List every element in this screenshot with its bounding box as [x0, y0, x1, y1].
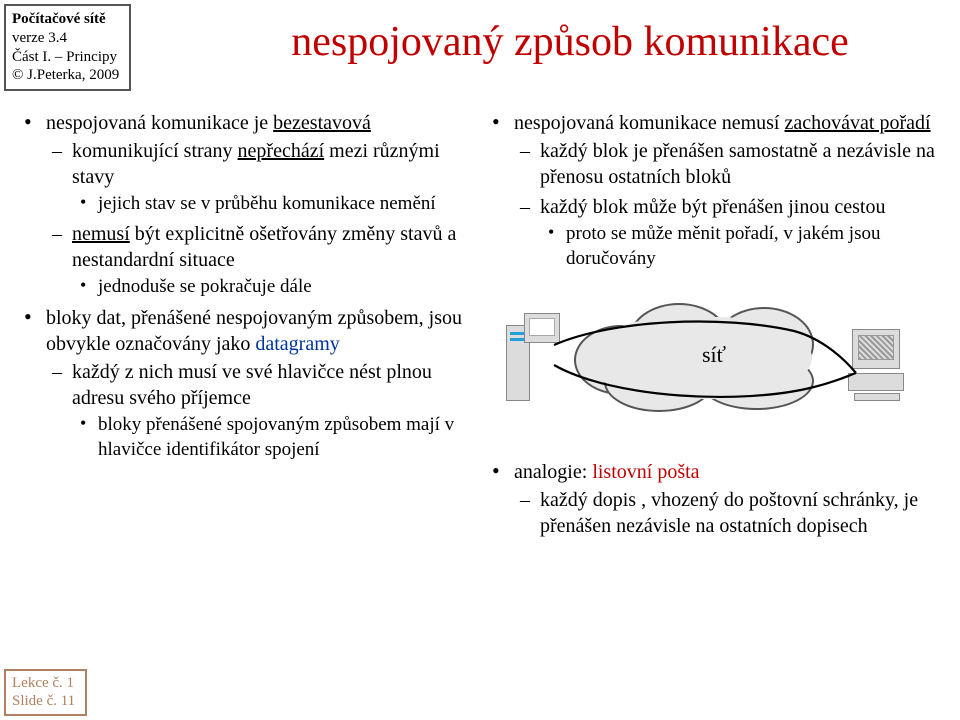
text: analogie: — [514, 461, 592, 483]
text-underline: zachovávat pořadí — [785, 112, 931, 134]
text-underline: bezestavová — [273, 112, 371, 134]
network-diagram: síť — [494, 279, 914, 449]
left-subsub-1: jejich stav se v průběhu komunikace nemě… — [98, 192, 472, 217]
content-columns: nespojovaná komunikace je bezestavová ko… — [0, 110, 960, 680]
footer-line-2: Slide č. 11 — [12, 692, 75, 711]
right-point-2: analogie: listovní pošta každý dopis , v… — [514, 459, 940, 539]
text: být explicitně ošetřovány změny stavů a … — [72, 223, 456, 271]
right-subsub-1: proto se může měnit pořadí, v jakém jsou… — [566, 222, 940, 271]
text: každý z nich musí ve své hlavičce nést p… — [72, 361, 432, 409]
right-point-1: nespojovaná komunikace nemusí zachovávat… — [514, 110, 940, 271]
footer-line-1: Lekce č. 1 — [12, 674, 75, 693]
text: každý blok může být přenášen jinou cesto… — [540, 196, 885, 218]
header-line-3: Část I. – Principy — [12, 48, 119, 67]
text: nespojovaná komunikace nemusí — [514, 112, 785, 134]
slide-title: nespojovaný způsob komunikace — [200, 18, 940, 66]
wires-icon — [494, 279, 914, 449]
right-sub-2: každý blok může být přenášen jinou cesto… — [540, 194, 940, 271]
left-sub-1: komunikující strany nepřechází mezi různ… — [72, 138, 472, 217]
text: komunikující strany — [72, 140, 238, 162]
right-sub-1: každý blok je přenášen samostatně a nezá… — [540, 138, 940, 190]
header-box: Počítačové sítě verze 3.4 Část I. – Prin… — [4, 4, 131, 91]
header-line-2: verze 3.4 — [12, 29, 119, 48]
text-accent: datagramy — [255, 333, 339, 355]
text-underline: nepřechází — [238, 140, 325, 162]
text-accent: listovní pošta — [592, 461, 699, 483]
left-point-1: nespojovaná komunikace je bezestavová ko… — [46, 110, 472, 299]
left-column: nespojovaná komunikace je bezestavová ko… — [20, 110, 480, 680]
footer-box: Lekce č. 1 Slide č. 11 — [4, 669, 87, 717]
left-sub-2: nemusí být explicitně ošetřovány změny s… — [72, 221, 472, 300]
right-sub-3: každý dopis , vhozený do poštovní schrán… — [540, 487, 940, 539]
left-sub-3: každý z nich musí ve své hlavičce nést p… — [72, 359, 472, 462]
left-subsub-3: bloky přenášené spojovaným způsobem mají… — [98, 413, 472, 462]
text-underline: nemusí — [72, 223, 130, 245]
left-subsub-2: jednoduše se pokračuje dále — [98, 275, 472, 300]
header-line-1: Počítačové sítě — [12, 10, 119, 29]
left-point-2: bloky dat, přenášené nespojovaným způsob… — [46, 305, 472, 462]
header-line-4: © J.Peterka, 2009 — [12, 66, 119, 85]
text: nespojovaná komunikace je — [46, 112, 273, 134]
right-column: nespojovaná komunikace nemusí zachovávat… — [480, 110, 940, 680]
